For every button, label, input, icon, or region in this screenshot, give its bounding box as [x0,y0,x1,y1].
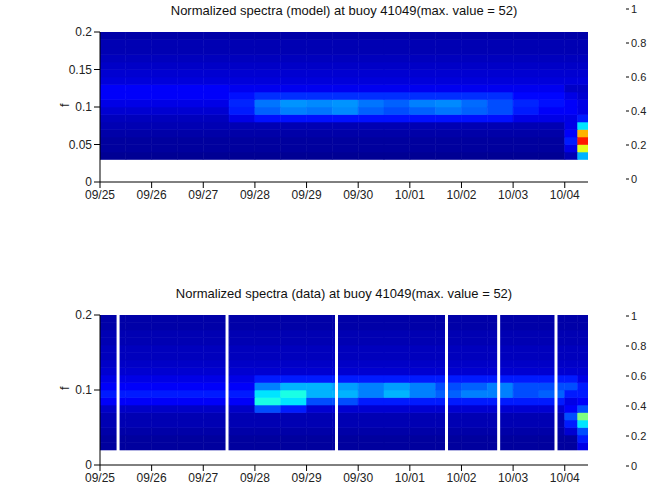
svg-text:09/29: 09/29 [292,188,322,202]
svg-text:0.2: 0.2 [631,430,646,442]
svg-text:0.4: 0.4 [631,400,646,412]
html-text:Normalized spectra (data) at b: Normalized spectra (data) at buoy 41049(… [175,286,513,301]
svg-text:10/02: 10/02 [446,471,476,485]
svg-text:0: 0 [631,460,637,471]
svg-text:09/25: 09/25 [85,471,115,485]
svg-text:0.2: 0.2 [75,308,92,322]
svg-text:1: 1 [631,311,637,322]
svg-text:09/30: 09/30 [343,471,373,485]
svg-text:09/26: 09/26 [137,471,167,485]
svg-text:0.15: 0.15 [69,63,93,77]
svg-text:0.1: 0.1 [75,383,92,397]
svg-text:f: f [57,103,72,107]
svg-text:0.6: 0.6 [631,71,646,83]
svg-text:0.6: 0.6 [631,370,646,382]
svg-text:09/30: 09/30 [343,188,373,202]
svg-text:0: 0 [85,458,92,472]
svg-text:0.2: 0.2 [631,139,646,151]
svg-text:10/03: 10/03 [498,471,528,485]
svg-text:09/26: 09/26 [137,188,167,202]
svg-text:09/29: 09/29 [292,471,322,485]
svg-text:f: f [57,386,72,390]
svg-text:0.2: 0.2 [75,25,92,39]
html-text:Normalized spectra (model) at: Normalized spectra (model) at buoy 41049… [170,3,518,18]
svg-text:0.1: 0.1 [75,100,92,114]
svg-text:0.8: 0.8 [631,37,646,49]
svg-text:10/03: 10/03 [498,188,528,202]
svg-text:1: 1 [631,4,637,15]
svg-text:10/04: 10/04 [550,471,580,485]
svg-text:10/01: 10/01 [395,471,425,485]
svg-text:09/27: 09/27 [188,471,218,485]
svg-text:0: 0 [85,175,92,189]
svg-text:09/28: 09/28 [240,471,270,485]
svg-text:09/27: 09/27 [188,188,218,202]
svg-text:0.4: 0.4 [631,105,646,117]
svg-text:0: 0 [631,173,637,184]
svg-text:09/25: 09/25 [85,188,115,202]
svg-text:09/28: 09/28 [240,188,270,202]
svg-text:10/02: 10/02 [446,188,476,202]
svg-text:10/01: 10/01 [395,188,425,202]
svg-text:10/04: 10/04 [550,188,580,202]
svg-text:0.05: 0.05 [69,138,93,152]
svg-text:0.8: 0.8 [631,340,646,352]
